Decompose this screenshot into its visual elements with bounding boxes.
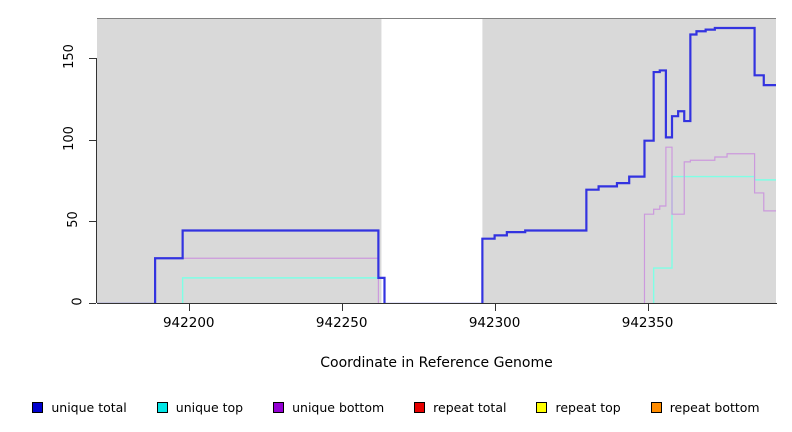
series-svg xyxy=(97,19,776,303)
legend-swatch-icon xyxy=(273,401,285,413)
y-tick-label: 100 xyxy=(62,125,78,151)
plot-panel xyxy=(97,18,776,303)
legend-label: unique bottom xyxy=(292,399,385,415)
x-tick-label: 942200 xyxy=(162,315,215,331)
legend-swatch-icon xyxy=(536,401,548,413)
legend-swatch-icon xyxy=(650,401,662,413)
legend-swatch-icon xyxy=(32,401,44,413)
x-tick-mark xyxy=(494,304,496,311)
y-tick-label: 0 xyxy=(70,297,86,306)
legend-label: repeat total xyxy=(433,399,507,415)
y-tick-mark xyxy=(89,58,96,59)
y-axis-line xyxy=(96,58,97,303)
legend-label: repeat bottom xyxy=(669,399,760,415)
y-tick-label: 150 xyxy=(62,44,78,69)
x-axis-line xyxy=(97,303,777,304)
coverage-gap-region xyxy=(381,19,483,303)
x-tick-mark xyxy=(188,304,190,311)
x-tick-label: 942300 xyxy=(468,315,521,331)
legend-item-repeat-total[interactable]: repeat total xyxy=(414,400,536,415)
x-axis-title: Coordinate in Reference Genome xyxy=(320,355,553,371)
y-tick-mark xyxy=(89,139,96,141)
legend-label: unique top xyxy=(175,399,244,415)
series-line-unique-total xyxy=(97,26,776,303)
legend-item-repeat-bottom[interactable]: repeat bottom xyxy=(650,399,760,415)
legend-label: repeat top xyxy=(555,399,621,415)
legend-item-unique-total[interactable]: unique total xyxy=(32,400,156,415)
legend-label: unique total xyxy=(51,399,127,415)
x-tick-mark xyxy=(647,304,649,311)
x-tick-mark xyxy=(341,304,343,311)
legend-swatch-icon xyxy=(414,401,426,413)
y-axis-title: Read Coverage Depth xyxy=(14,0,30,20)
x-tick-label: 942250 xyxy=(315,315,368,331)
legend-item-unique-top[interactable]: unique top xyxy=(156,399,273,415)
series-line-unique-bottom xyxy=(154,146,776,303)
x-tick-label: 942350 xyxy=(621,315,674,331)
legend-swatch-icon xyxy=(156,401,168,413)
y-tick-label: 50 xyxy=(66,211,82,229)
legend-item-unique-bottom[interactable]: unique bottom xyxy=(273,400,414,415)
legend-item-repeat-top[interactable]: repeat top xyxy=(536,400,650,415)
chart-legend: unique total unique top unique bottom repea… xyxy=(0,396,792,418)
y-tick-mark xyxy=(89,221,96,223)
y-tick-mark xyxy=(89,303,96,304)
